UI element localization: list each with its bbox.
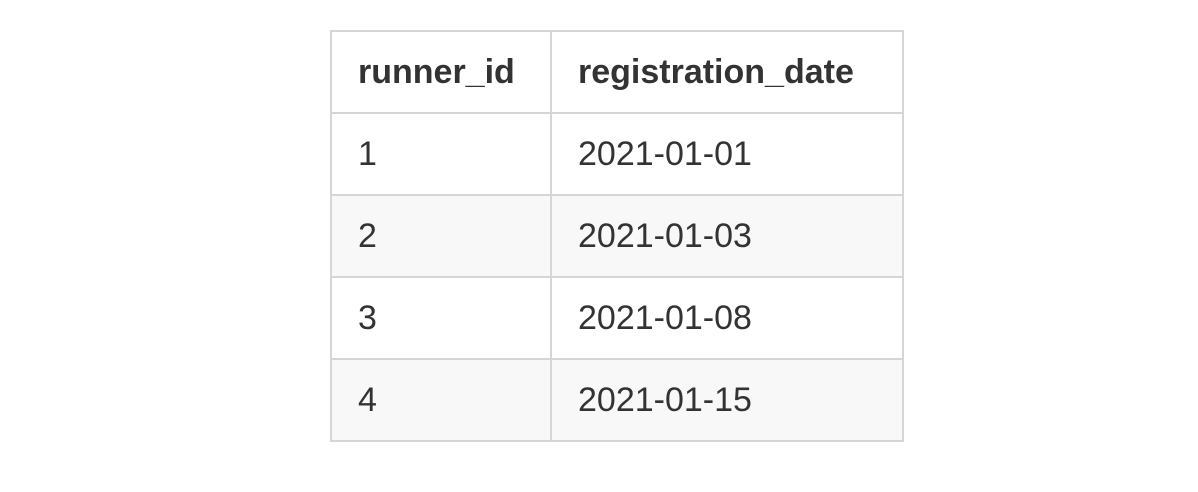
cell-runner-id: 3 [330, 276, 552, 360]
table-row: 2 2021-01-03 [330, 194, 904, 278]
column-header-registration-date: registration_date [550, 30, 904, 114]
cell-registration-date: 2021-01-08 [550, 276, 904, 360]
cell-registration-date: 2021-01-03 [550, 194, 904, 278]
cell-runner-id: 4 [330, 358, 552, 442]
header-row: runner_id registration_date [330, 30, 904, 114]
table-body: 1 2021-01-01 2 2021-01-03 3 2021-01-08 4… [330, 112, 904, 442]
cell-registration-date: 2021-01-01 [550, 112, 904, 196]
cell-runner-id: 1 [330, 112, 552, 196]
table-row: 3 2021-01-08 [330, 276, 904, 360]
table-row: 1 2021-01-01 [330, 112, 904, 196]
runners-table: runner_id registration_date 1 2021-01-01… [330, 30, 904, 442]
column-header-runner-id: runner_id [330, 30, 552, 114]
table-header: runner_id registration_date [330, 30, 904, 114]
cell-runner-id: 2 [330, 194, 552, 278]
data-table-container: runner_id registration_date 1 2021-01-01… [330, 30, 904, 442]
table-row: 4 2021-01-15 [330, 358, 904, 442]
cell-registration-date: 2021-01-15 [550, 358, 904, 442]
